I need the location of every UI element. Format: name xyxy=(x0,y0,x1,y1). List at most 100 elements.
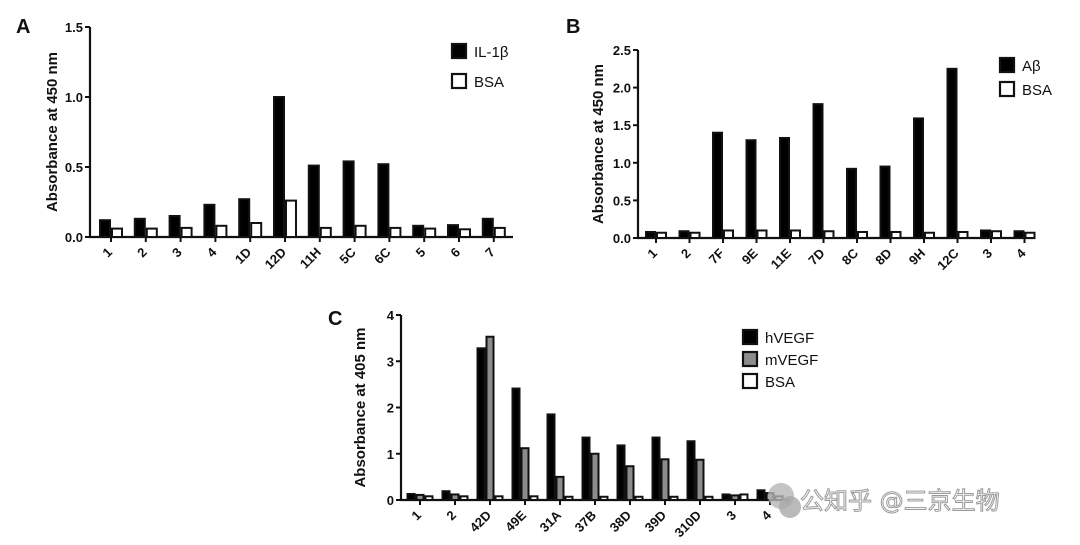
panel-a-bar-bsa xyxy=(285,199,297,239)
panel-c-bar-bsa xyxy=(634,495,644,502)
watermark-text: 公知乎 @三京生物 xyxy=(800,487,1000,515)
panel-c-legend-label: BSA xyxy=(765,374,795,391)
panel-b-bar-a xyxy=(846,167,857,239)
panel-a-bar-bsa xyxy=(354,224,367,239)
panel-b-legend-label: BSA xyxy=(1022,82,1052,99)
panel-c-bar-hvegf xyxy=(651,436,661,501)
panel-c-legend-label: mVEGF xyxy=(765,352,818,369)
panel-b-x-tick-label: 7F xyxy=(706,245,727,266)
panel-a-bar-bsa xyxy=(493,226,506,238)
panel-c-y-tick-label: 0 xyxy=(387,493,394,508)
panel-b-bar-a xyxy=(812,103,824,239)
panel-c-bar-bsa xyxy=(704,495,714,502)
panel-b-bar-bsa xyxy=(689,231,701,239)
panel-a-x-tick-label: 6C xyxy=(371,244,394,267)
panel-a-bar-il1 xyxy=(273,96,285,238)
watermark-logo-icon-2 xyxy=(779,496,801,518)
panel-a-legend-swatch xyxy=(450,72,468,90)
panel-c-bar-mvegf xyxy=(555,475,565,501)
panel-a-x-tick-label: 1D xyxy=(232,245,254,267)
panel-a-x-tick-label: 3 xyxy=(169,245,185,261)
panel-a-y-axis-title: Absorbance at 450 nm xyxy=(44,52,61,212)
watermark: 公知乎 @三京生物 xyxy=(768,483,1000,518)
panel-c-bar-hvegf xyxy=(546,413,556,501)
panel-b-x-tick-label: 9E xyxy=(739,245,761,267)
panel-a-x-tick-label: 5C xyxy=(336,244,359,267)
panel-a-bar-bsa xyxy=(111,227,123,239)
panel-a-bar-il1 xyxy=(342,160,355,238)
panel-c-bar-mvegf xyxy=(625,465,635,501)
panel-c-bar-hvegf xyxy=(581,436,591,501)
panel-b-bar-a xyxy=(645,230,656,239)
panel-b-bar-bsa xyxy=(1024,231,1036,239)
panel-c-bar-bsa xyxy=(669,495,679,502)
panel-b-y-tick-label: 1.5 xyxy=(613,118,631,133)
panel-a-y-tick-label: 1.0 xyxy=(65,90,83,105)
panel-c-x-tick-label: 31A xyxy=(537,507,565,535)
panel-b-bar-a xyxy=(946,67,958,239)
panel-a-x-tick-label: 4 xyxy=(204,244,220,260)
panel-c-bar-bsa xyxy=(459,495,469,501)
panel-b-bar-a xyxy=(879,165,891,239)
panel-c-legend-swatch xyxy=(741,350,759,368)
panel-c-bar-mvegf xyxy=(485,335,495,501)
panel-b-bar-a xyxy=(779,136,790,239)
panel-b-bar-bsa xyxy=(857,230,868,239)
panel-b-bar-a xyxy=(678,230,690,239)
panel-letter-a: A xyxy=(16,16,30,38)
panel-c-x-tick-label: 42D xyxy=(467,508,494,535)
panel-b-bar-bsa xyxy=(991,230,1002,239)
panel-b-bar-a xyxy=(980,229,991,239)
panel-b-x-tick-label: 12C xyxy=(934,245,962,273)
panel-a-bar-il1 xyxy=(481,217,494,239)
panel-a-x-tick-label: 2 xyxy=(134,245,150,261)
panel-b-x-tick-label: 7D xyxy=(805,246,827,268)
panel-a-bar-bsa xyxy=(424,227,437,239)
panel-a-bar-bsa xyxy=(145,227,158,239)
panel-a-y-tick-label: 0.0 xyxy=(65,230,83,245)
panel-c-x-tick-label: 38D xyxy=(607,508,634,535)
panel-a-y-tick-label: 1.5 xyxy=(65,20,83,35)
panel-c-bar-hvegf xyxy=(756,489,766,502)
panel-a-x-tick-label: 12D xyxy=(262,245,289,272)
panel-a-legend-label: IL-1β xyxy=(474,44,509,61)
panel-b-bar-a xyxy=(745,139,757,240)
panel-b-x-tick-label: 2 xyxy=(678,246,694,262)
panel-b-bar-bsa xyxy=(823,230,835,239)
panel-b-x-tick-label: 4 xyxy=(1013,245,1029,261)
panel-a-bar-il1 xyxy=(168,215,181,238)
panel-c-bar-mvegf xyxy=(660,458,670,501)
panel-letter-c: C xyxy=(328,308,342,330)
panel-a-bar-bsa xyxy=(215,224,228,239)
panel-b-bar-a xyxy=(712,131,723,239)
panel-a-bar-bsa xyxy=(389,226,402,238)
panel-b-bar-bsa xyxy=(790,229,801,239)
panel-b-bar-a xyxy=(1013,230,1025,239)
panel-c-y-tick-label: 4 xyxy=(387,308,395,323)
panel-a-x-tick-label: 11H xyxy=(297,245,324,272)
panel-a-bar-bsa xyxy=(459,228,471,239)
panel-c-x-tick-label: 4 xyxy=(758,507,774,523)
panel-a-legend-label: BSA xyxy=(474,74,504,91)
panel-c-x-tick-label: 37B xyxy=(572,508,599,535)
panel-c-bar-bsa xyxy=(494,495,504,501)
panel-c-legend-swatch xyxy=(741,372,759,390)
panel-b-y-tick-label: 2.0 xyxy=(613,81,631,96)
panel-b-y-tick-label: 0.0 xyxy=(613,231,631,246)
panel-a-bar-il1 xyxy=(412,224,425,239)
panel-b-x-tick-label: 3 xyxy=(979,246,995,262)
panel-a-bar-bsa xyxy=(319,226,332,238)
panel-a-bar-il1 xyxy=(238,198,251,238)
panel-c-bar-bsa xyxy=(739,493,749,502)
panel-a-x-tick-label: 1 xyxy=(99,245,115,261)
panel-a-bar-bsa xyxy=(250,222,263,238)
panel-c-legend-label: hVEGF xyxy=(765,330,814,347)
panel-c-bar-hvegf xyxy=(511,387,521,502)
panel-b-bar-bsa xyxy=(957,230,969,239)
panel-b-y-tick-label: 1.0 xyxy=(613,156,631,171)
panel-b-legend-label: Aβ xyxy=(1022,58,1041,75)
panel-a-x-tick-label: 7 xyxy=(482,245,498,261)
panel-a-bar-bsa xyxy=(180,226,193,238)
